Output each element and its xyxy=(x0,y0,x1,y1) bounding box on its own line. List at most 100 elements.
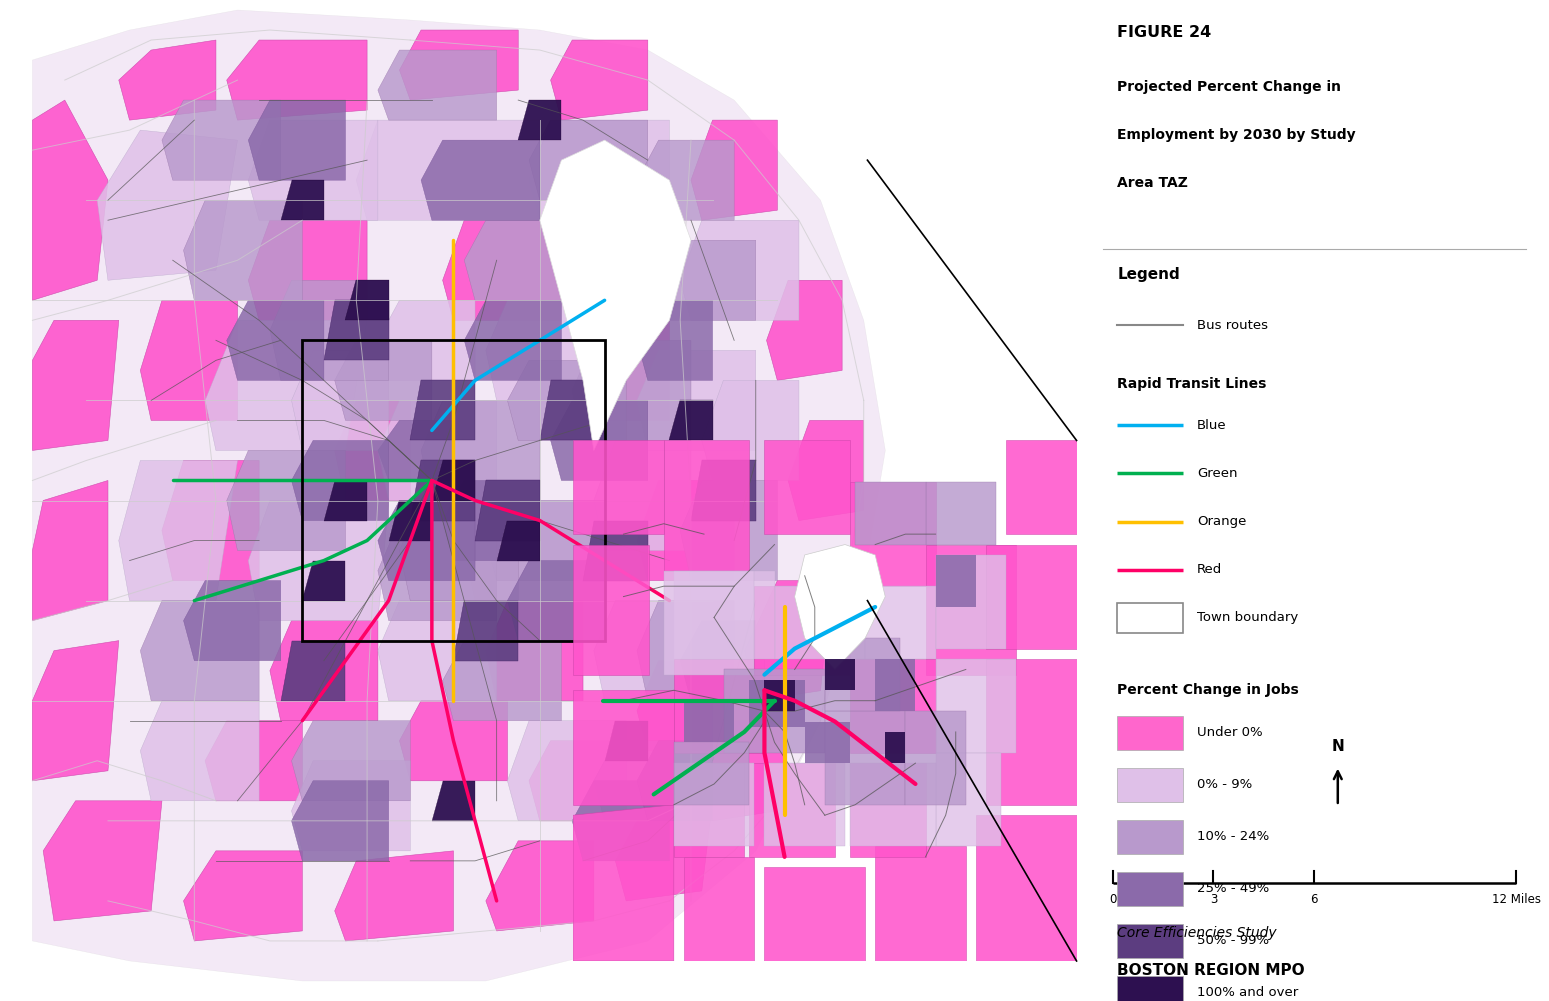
Text: Rapid Transit Lines: Rapid Transit Lines xyxy=(1117,377,1267,391)
Polygon shape xyxy=(936,659,1016,753)
Polygon shape xyxy=(335,400,410,500)
Polygon shape xyxy=(788,420,864,521)
Polygon shape xyxy=(685,701,734,743)
Polygon shape xyxy=(280,641,345,701)
Polygon shape xyxy=(691,460,756,521)
Polygon shape xyxy=(324,300,389,360)
Polygon shape xyxy=(291,781,389,861)
Polygon shape xyxy=(302,561,345,601)
Polygon shape xyxy=(850,763,926,857)
Bar xyxy=(302,340,604,641)
Polygon shape xyxy=(400,701,508,781)
Polygon shape xyxy=(248,100,345,180)
Polygon shape xyxy=(204,320,367,450)
Polygon shape xyxy=(855,482,926,545)
Polygon shape xyxy=(486,601,582,701)
Polygon shape xyxy=(183,851,302,941)
Polygon shape xyxy=(465,300,561,380)
Polygon shape xyxy=(141,300,237,420)
Polygon shape xyxy=(119,40,215,120)
Polygon shape xyxy=(204,721,302,801)
Polygon shape xyxy=(680,621,756,701)
Text: N: N xyxy=(1332,739,1345,754)
Polygon shape xyxy=(905,711,967,805)
Polygon shape xyxy=(604,721,647,761)
Text: Under 0%: Under 0% xyxy=(1197,727,1262,739)
Text: Percent Change in Jobs: Percent Change in Jobs xyxy=(1117,683,1300,697)
Polygon shape xyxy=(486,841,593,931)
FancyBboxPatch shape xyxy=(1117,603,1183,633)
Polygon shape xyxy=(767,280,843,380)
Polygon shape xyxy=(674,743,750,805)
Polygon shape xyxy=(824,659,855,691)
Polygon shape xyxy=(226,40,367,120)
Polygon shape xyxy=(765,867,864,961)
Text: Red: Red xyxy=(1197,564,1222,576)
Polygon shape xyxy=(539,380,604,440)
Polygon shape xyxy=(324,480,367,521)
Polygon shape xyxy=(291,721,410,801)
Polygon shape xyxy=(976,815,1077,961)
Polygon shape xyxy=(824,639,900,711)
Text: 3: 3 xyxy=(1210,893,1218,906)
Polygon shape xyxy=(400,30,519,100)
Polygon shape xyxy=(750,680,805,727)
Text: Employment by 2030 by Study: Employment by 2030 by Study xyxy=(1117,128,1355,142)
Polygon shape xyxy=(674,571,774,659)
Polygon shape xyxy=(443,641,561,721)
Polygon shape xyxy=(454,601,519,661)
Polygon shape xyxy=(345,280,389,320)
Polygon shape xyxy=(572,340,691,440)
Polygon shape xyxy=(765,763,846,847)
Polygon shape xyxy=(926,482,996,545)
Polygon shape xyxy=(141,601,259,701)
Text: Area TAZ: Area TAZ xyxy=(1117,176,1188,190)
Polygon shape xyxy=(795,545,886,670)
Polygon shape xyxy=(936,753,1001,847)
Polygon shape xyxy=(163,460,259,581)
Polygon shape xyxy=(465,500,604,601)
Polygon shape xyxy=(378,400,497,500)
Polygon shape xyxy=(1007,440,1077,535)
Polygon shape xyxy=(573,440,663,535)
Polygon shape xyxy=(685,857,754,961)
Polygon shape xyxy=(33,641,119,781)
Polygon shape xyxy=(824,711,905,805)
Text: 12 Miles: 12 Miles xyxy=(1492,893,1541,906)
FancyBboxPatch shape xyxy=(1117,820,1183,854)
Polygon shape xyxy=(539,140,691,450)
Polygon shape xyxy=(432,781,476,821)
Polygon shape xyxy=(637,350,756,450)
Polygon shape xyxy=(850,482,936,587)
Polygon shape xyxy=(378,500,476,581)
Polygon shape xyxy=(530,120,647,200)
Polygon shape xyxy=(637,300,713,380)
Polygon shape xyxy=(765,440,850,535)
Polygon shape xyxy=(432,460,476,500)
Polygon shape xyxy=(663,440,750,571)
Text: FIGURE 24: FIGURE 24 xyxy=(1117,25,1211,40)
Polygon shape xyxy=(985,659,1077,805)
Polygon shape xyxy=(582,320,669,420)
Polygon shape xyxy=(691,120,778,220)
Polygon shape xyxy=(637,661,713,751)
Polygon shape xyxy=(378,601,497,701)
Polygon shape xyxy=(378,50,497,120)
Polygon shape xyxy=(270,621,378,721)
Polygon shape xyxy=(669,400,713,440)
Text: Projected Percent Change in: Projected Percent Change in xyxy=(1117,80,1341,94)
Polygon shape xyxy=(886,732,905,763)
Polygon shape xyxy=(508,360,626,440)
Text: BOSTON REGION MPO: BOSTON REGION MPO xyxy=(1117,963,1304,978)
Polygon shape xyxy=(226,300,324,380)
Polygon shape xyxy=(936,555,1007,649)
FancyBboxPatch shape xyxy=(1117,976,1183,1001)
Polygon shape xyxy=(615,801,713,901)
Polygon shape xyxy=(680,220,799,320)
Text: 0: 0 xyxy=(1109,893,1117,906)
Polygon shape xyxy=(400,500,519,601)
Polygon shape xyxy=(33,100,108,300)
Polygon shape xyxy=(43,801,163,921)
Polygon shape xyxy=(248,220,367,320)
Polygon shape xyxy=(443,480,539,561)
